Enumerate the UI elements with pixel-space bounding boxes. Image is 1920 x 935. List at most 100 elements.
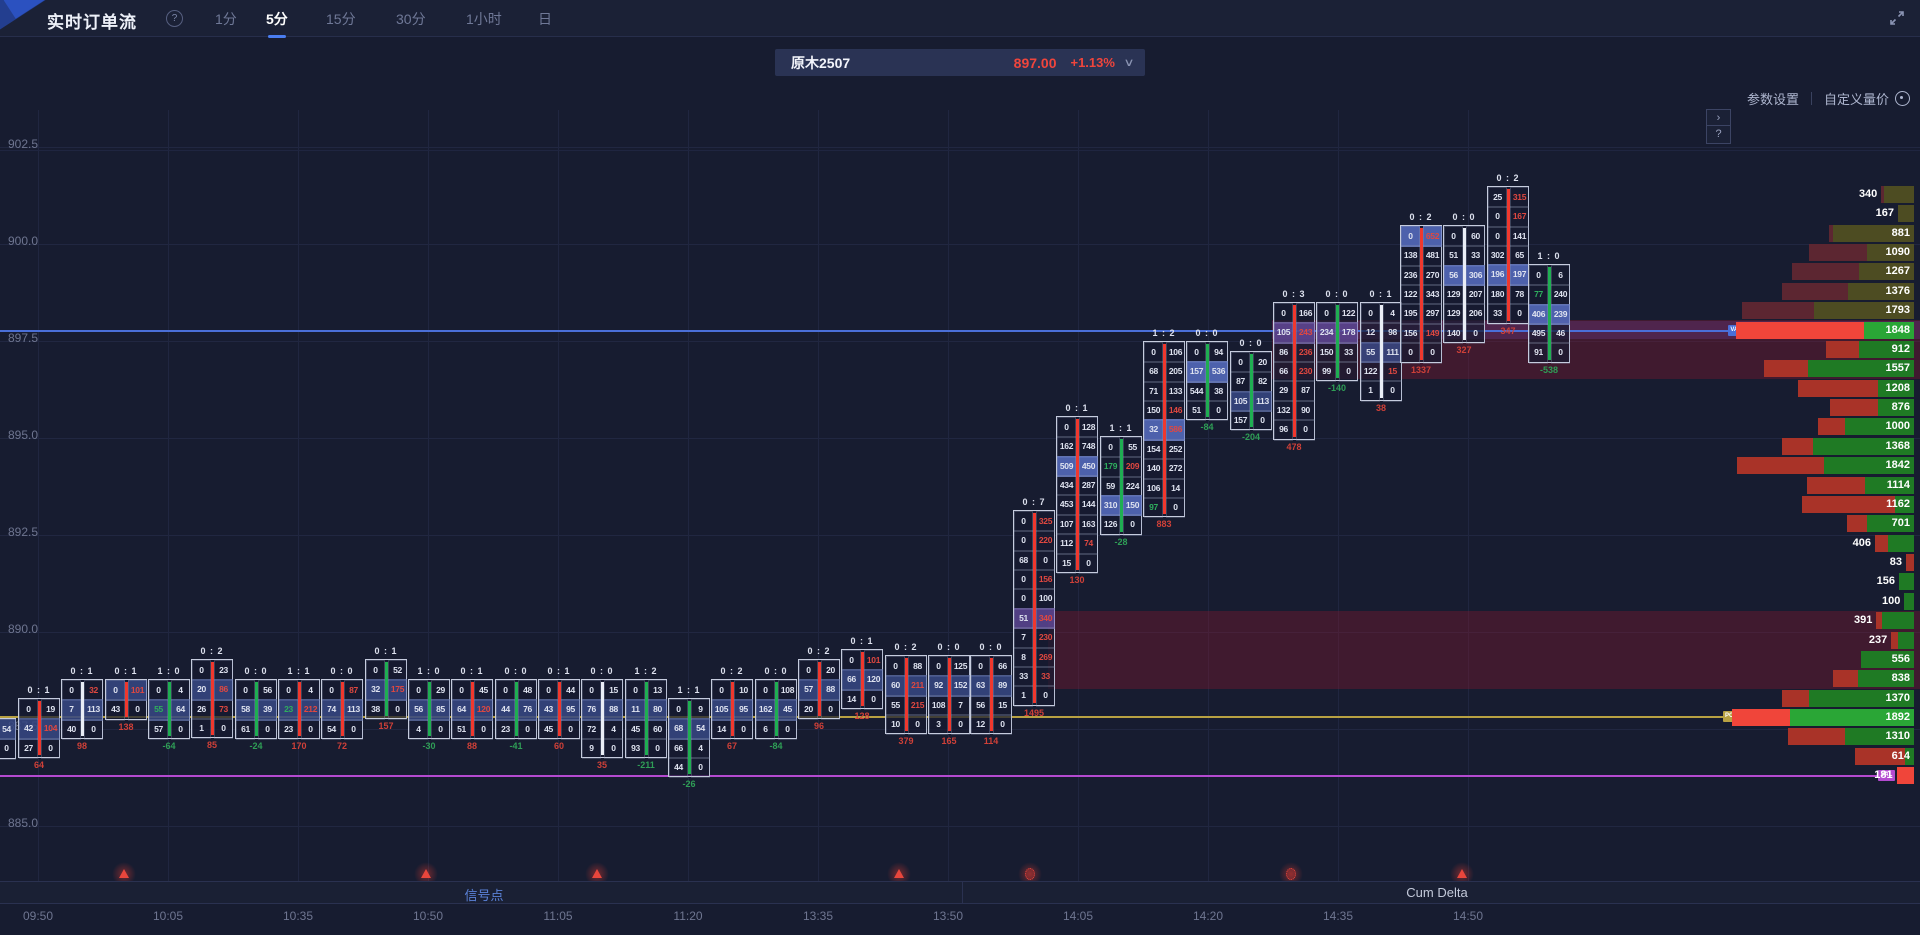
panel-help-button[interactable]: ? bbox=[1706, 125, 1731, 144]
profile-bar bbox=[1854, 747, 1914, 765]
contract-change: +1.13% bbox=[1070, 55, 1115, 70]
tab-1小时[interactable]: 1小时 bbox=[466, 11, 502, 27]
bid-volume-cell: 0 bbox=[106, 680, 125, 702]
profile-volume-label: 100 bbox=[1882, 594, 1901, 607]
imbalance-header: 0 : 0 bbox=[764, 666, 788, 676]
delta-footer: -84 bbox=[1200, 422, 1214, 433]
bid-volume-cell: 150 bbox=[1144, 400, 1163, 422]
ask-volume-cell: 325 bbox=[1036, 511, 1055, 533]
tab-5分[interactable]: 5分 bbox=[266, 11, 288, 38]
ask-volume-cell: 481 bbox=[1423, 245, 1442, 267]
ask-volume-cell: 10 bbox=[734, 680, 753, 702]
tab-15分[interactable]: 15分 bbox=[326, 11, 356, 27]
buy-signal-triangle-icon bbox=[894, 869, 904, 878]
parameter-settings-link[interactable]: 参数设置 bbox=[1746, 92, 1799, 107]
imbalance-zone bbox=[1048, 611, 1920, 689]
bid-volume-cell: 236 bbox=[1401, 264, 1420, 287]
delta-footer: 379 bbox=[898, 736, 914, 747]
cum-delta-label[interactable]: Cum Delta bbox=[1406, 885, 1468, 900]
profile-volume-label: 838 bbox=[1891, 672, 1910, 685]
bid-volume-cell: 0 bbox=[1014, 588, 1033, 610]
bid-volume-cell: 0 bbox=[192, 660, 211, 682]
gear-icon[interactable] bbox=[1895, 91, 1910, 106]
ask-volume-cell: 100 bbox=[1036, 588, 1055, 610]
bid-volume-cell: 0 bbox=[149, 680, 168, 702]
profile-volume-label: 1848 bbox=[1885, 323, 1910, 336]
candle-direction-line bbox=[384, 662, 388, 717]
delta-footer: 114 bbox=[983, 736, 999, 747]
footprint-candle: 0 101 66 120 14 0 0 : 1 128 bbox=[841, 636, 883, 721]
bid-volume-cell: 91 bbox=[1529, 342, 1548, 364]
bid-volume-cell: 0 bbox=[539, 680, 558, 702]
imbalance-header: 1 : 1 bbox=[1109, 423, 1133, 433]
imbalance-header: 0 : 2 bbox=[1409, 212, 1433, 222]
bid-volume-cell: 55 bbox=[149, 699, 168, 721]
delta-footer: 138 bbox=[118, 721, 134, 732]
signal-points-label[interactable]: 信号点 bbox=[464, 888, 504, 903]
ask-volume-cell: 60 bbox=[648, 718, 667, 741]
ask-volume-cell: 209 bbox=[1123, 456, 1142, 478]
imbalance-header: 0 : 2 bbox=[807, 646, 831, 656]
bid-volume-cell: 44 bbox=[496, 699, 515, 721]
footprint-candle: 0 128 162 748 509 450 434 287 453 144 107 163 112 74 1… bbox=[1056, 403, 1098, 585]
poc-badge: POC bbox=[1723, 711, 1740, 722]
bid-volume-cell: 93 bbox=[626, 738, 645, 760]
bid-volume-cell: 0 bbox=[842, 650, 861, 672]
delta-footer: 347 bbox=[1500, 325, 1516, 336]
profile-sell-segment bbox=[1736, 321, 1865, 339]
bid-volume-cell: 0 bbox=[1057, 417, 1076, 439]
ask-volume-cell: 120 bbox=[864, 669, 883, 691]
profile-buy-segment bbox=[1877, 379, 1914, 397]
ask-volume-cell: 0 bbox=[1036, 549, 1055, 572]
ask-volume-cell: 38 bbox=[1209, 380, 1228, 403]
custom-volume-price-link[interactable]: 自定义量价 bbox=[1823, 92, 1889, 107]
bid-volume-cell: 234 bbox=[1317, 322, 1336, 344]
profile-bar bbox=[1764, 360, 1914, 378]
bid-volume-cell: 44 bbox=[669, 757, 688, 779]
bid-volume-cell: 140 bbox=[1444, 322, 1463, 345]
x-axis-label: 10:05 bbox=[152, 909, 184, 923]
indicator-label-row bbox=[0, 882, 1920, 903]
ask-volume-cell: 104 bbox=[41, 718, 60, 740]
bid-volume-cell: 20 bbox=[799, 698, 818, 721]
footprint-candle: 0 88 60 211 55 215 10 0 0 : 2 379 bbox=[885, 642, 927, 746]
tab-1分[interactable]: 1分 bbox=[215, 11, 237, 27]
delta-footer: 130 bbox=[1069, 574, 1085, 585]
ask-volume-cell: 0 bbox=[864, 688, 883, 711]
profile-bar bbox=[1806, 476, 1914, 494]
profile-buy-segment bbox=[1883, 186, 1914, 203]
ask-volume-cell: 48 bbox=[518, 680, 537, 702]
footprint-candle: 0 45 64 120 51 0 0 : 1 88 bbox=[451, 666, 493, 751]
ask-volume-cell: 9 bbox=[691, 699, 710, 721]
tab-30分[interactable]: 30分 bbox=[396, 11, 426, 27]
ask-volume-cell: 29 bbox=[431, 680, 450, 702]
ask-volume-cell: 215 bbox=[908, 694, 927, 717]
delta-footer: 38 bbox=[1375, 402, 1386, 413]
profile-bar bbox=[1781, 282, 1914, 300]
ask-volume-cell: 340 bbox=[1036, 607, 1055, 630]
ask-volume-cell: 212 bbox=[301, 699, 320, 721]
contract-selector[interactable]: 原木2507 897.00 +1.13% ∨ bbox=[775, 49, 1145, 76]
footprint-candle: 0 108 162 45 6 0 0 : 0 -84 bbox=[755, 666, 797, 751]
signal-dot-icon bbox=[1286, 868, 1296, 880]
y-axis-label: 885.0 bbox=[8, 816, 39, 830]
bid-volume-cell: 38 bbox=[366, 698, 385, 721]
fullscreen-icon[interactable] bbox=[1888, 9, 1906, 27]
y-gridline bbox=[0, 535, 1920, 536]
bid-volume-cell: 11 bbox=[626, 699, 645, 721]
help-icon[interactable]: ? bbox=[166, 10, 183, 27]
bid-volume-cell: 162 bbox=[1057, 436, 1076, 458]
ask-volume-cell: 0 bbox=[821, 698, 840, 721]
ask-volume-cell: 45 bbox=[474, 680, 493, 702]
bid-volume-cell: 1 bbox=[1014, 685, 1033, 707]
bid-volume-cell: 68 bbox=[669, 718, 688, 740]
bid-volume-cell: 105 bbox=[1231, 390, 1250, 413]
bid-volume-cell: 195 bbox=[1401, 303, 1420, 325]
ask-volume-cell: 149 bbox=[1423, 322, 1442, 345]
tab-日[interactable]: 日 bbox=[538, 11, 552, 27]
delta-footer: 67 bbox=[726, 741, 737, 752]
candle-direction-line bbox=[1379, 305, 1383, 398]
profile-volume-label: 1208 bbox=[1885, 381, 1910, 394]
imbalance-header: 1 : 1 bbox=[677, 685, 701, 695]
profile-buy-segment bbox=[1866, 244, 1914, 262]
